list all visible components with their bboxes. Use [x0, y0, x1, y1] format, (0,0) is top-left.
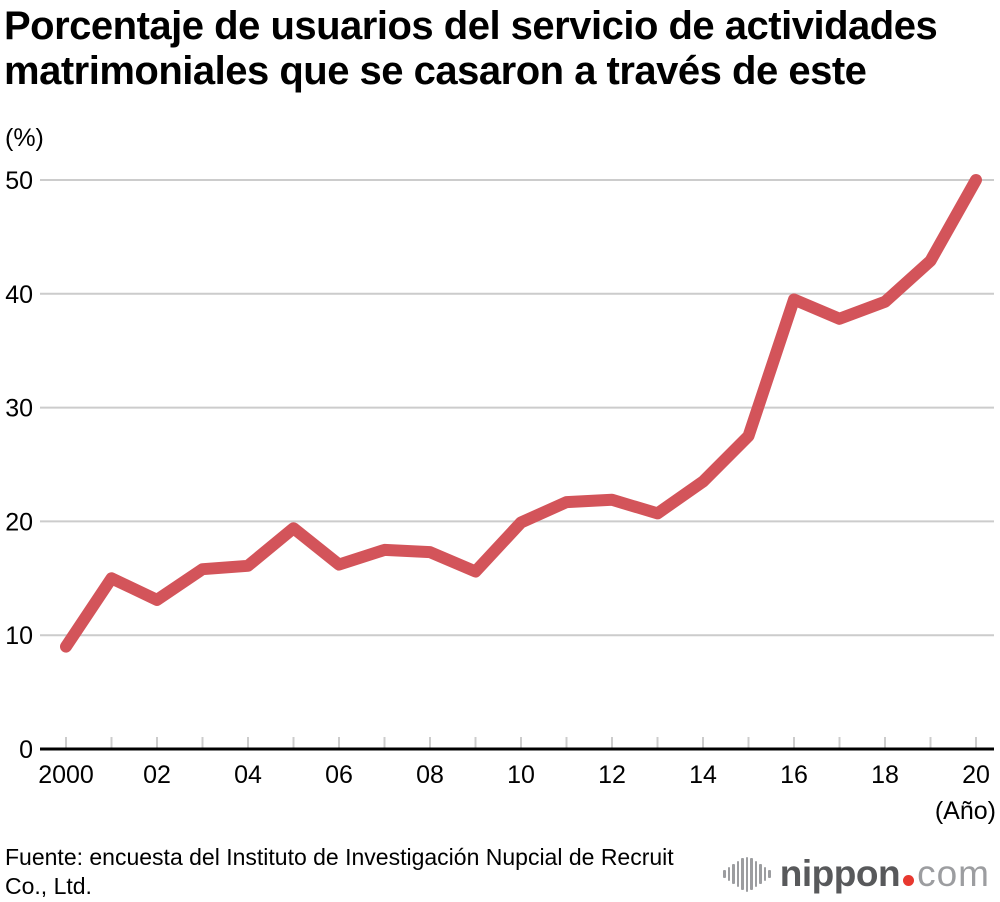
data-line: [60, 174, 982, 653]
soundwave-bar: [745, 856, 749, 892]
nippon-logo: nippon com: [723, 853, 990, 895]
svg-text:12: 12: [598, 761, 626, 789]
svg-text:40: 40: [5, 281, 33, 309]
soundwave-bar: [763, 867, 767, 881]
soundwave-icon: [723, 855, 771, 893]
source-line-2: Co., Ltd.: [5, 873, 92, 899]
page-title: Porcentaje de usuarios del servicio de a…: [4, 4, 992, 94]
source-attribution: Fuente: encuesta del Instituto de Invest…: [5, 843, 745, 901]
logo-name-text: nippon: [779, 853, 901, 894]
svg-text:02: 02: [143, 761, 171, 789]
x-axis-labels: 2000 02 04 06 08 10 12 14 16 18 20: [38, 761, 990, 789]
svg-text:18: 18: [871, 761, 899, 789]
nippon-logo-text: nippon com: [780, 853, 990, 895]
soundwave-bar: [754, 861, 758, 887]
svg-text:16: 16: [780, 761, 808, 789]
svg-text:04: 04: [234, 761, 262, 789]
title-line-2: matrimoniales que se casaron a través de…: [4, 49, 867, 93]
y-axis-unit-label: (%): [5, 124, 44, 152]
svg-text:20: 20: [5, 508, 33, 536]
soundwave-bar: [759, 864, 762, 884]
svg-text:20: 20: [962, 761, 990, 789]
svg-text:50: 50: [5, 167, 33, 195]
x-axis-ticks: [65, 737, 977, 749]
svg-text:30: 30: [5, 395, 33, 423]
source-line-1: Fuente: encuesta del Instituto de Invest…: [5, 844, 674, 870]
soundwave-bar: [727, 867, 731, 881]
soundwave-bar: [736, 861, 740, 887]
svg-text:06: 06: [325, 761, 353, 789]
svg-text:0: 0: [19, 736, 33, 764]
svg-text:10: 10: [507, 761, 535, 789]
svg-text:14: 14: [689, 761, 717, 789]
logo-tld-text: com: [917, 853, 990, 894]
soundwave-bar: [768, 870, 771, 878]
logo-red-dot-icon: [903, 875, 915, 886]
soundwave-bar: [732, 864, 735, 884]
svg-text:2000: 2000: [38, 761, 94, 789]
title-line-1: Porcentaje de usuarios del servicio de a…: [4, 4, 938, 48]
soundwave-bar: [741, 858, 744, 890]
soundwave-bar: [750, 858, 753, 890]
y-axis-labels: 0 10 20 30 40 50: [5, 167, 33, 764]
gridlines: [40, 179, 994, 637]
soundwave-bar: [723, 870, 726, 878]
svg-text:08: 08: [416, 761, 444, 789]
svg-text:10: 10: [5, 622, 33, 650]
x-axis-unit-label: (Año): [934, 797, 996, 825]
